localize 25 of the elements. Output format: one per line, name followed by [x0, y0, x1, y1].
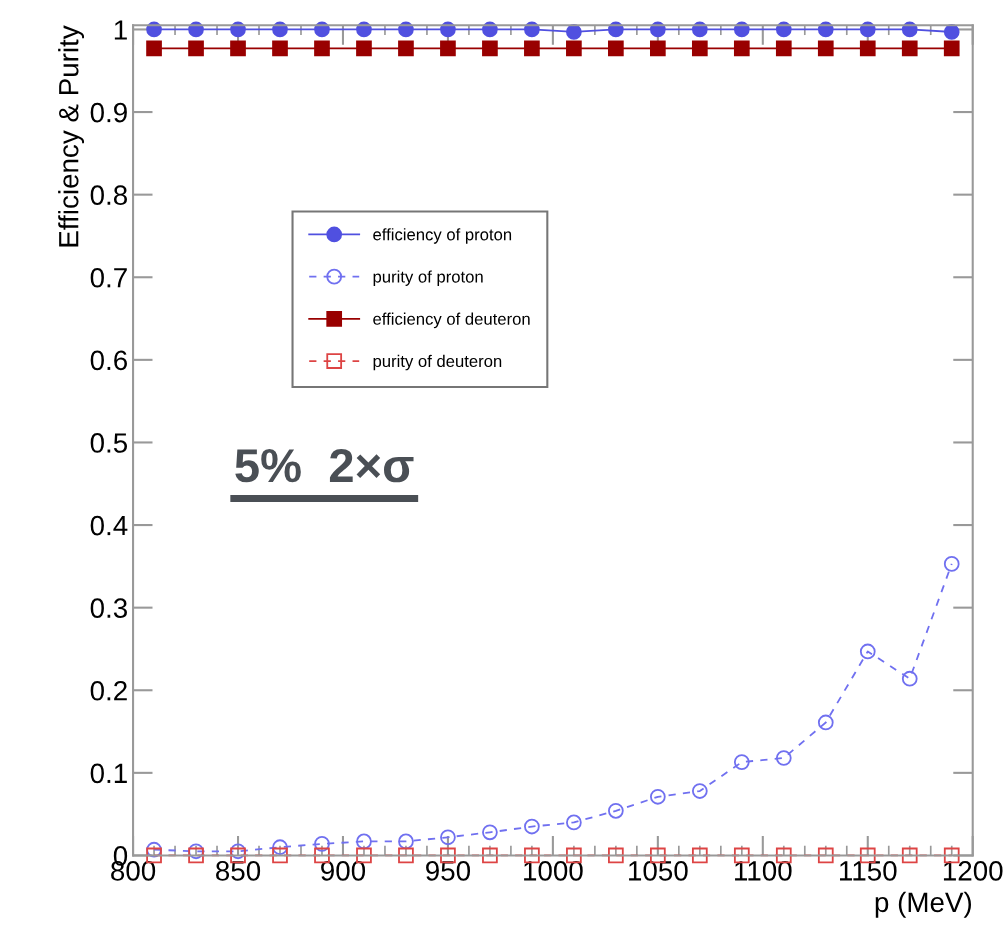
y-axis-title: Efficiency & Purity — [58, 25, 85, 247]
y-tick-label: 0.1 — [90, 763, 127, 784]
y-tick-label: 0.2 — [90, 680, 127, 701]
legend-label: purity of deuteron — [373, 354, 502, 371]
y-tick-label: 1 — [114, 20, 127, 40]
y-tick-label: 0.5 — [90, 433, 128, 453]
x-axis-title: p (MeV) — [875, 891, 971, 918]
y-tick-label: 0.8 — [90, 185, 127, 205]
y-tick-label: 0.6 — [90, 350, 127, 371]
legend-label: purity of proton — [373, 270, 483, 286]
y-tick-label: 0.9 — [90, 102, 127, 123]
x-tick-label: 1200 — [943, 861, 1003, 881]
y-tick-label: 0.3 — [90, 598, 127, 618]
annotation: 5% 2×σ — [235, 448, 414, 483]
x-tick-label: 1100 — [735, 861, 792, 881]
legend-label: efficiency of proton — [373, 228, 512, 244]
x-tick-label: 1050 — [629, 861, 688, 881]
x-tick-label: 900 — [321, 861, 366, 881]
x-tick-label: 1000 — [524, 861, 583, 881]
y-tick-label: 0.7 — [90, 267, 127, 288]
x-tick-label: 850 — [216, 861, 261, 881]
y-tick-label: 0.4 — [90, 515, 128, 536]
legend-label: efficiency of deuteron — [373, 312, 530, 329]
x-tick-label: 950 — [426, 861, 471, 881]
x-tick-label: 1150 — [840, 861, 897, 881]
